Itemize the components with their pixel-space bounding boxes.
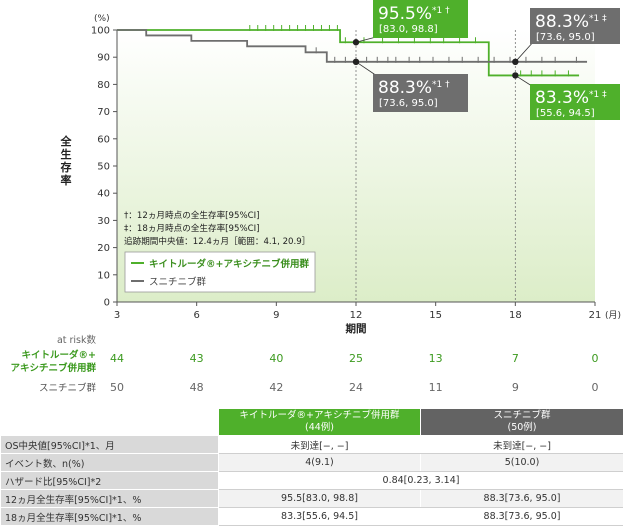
header-combo-n: (44例) bbox=[304, 422, 334, 433]
footnote: †：12ヵ月時点の全生存率[95%CI] bbox=[124, 209, 260, 221]
callout-dot bbox=[352, 58, 360, 66]
x-tick-label: 15 bbox=[429, 310, 442, 321]
table-row: OS中央値[95%CI]*1、月 未到達[−, −] 未到達[−, −] bbox=[0, 435, 623, 454]
header-sunitinib-name: スニチニブ群 bbox=[493, 410, 551, 421]
header-sunitinib-n: (50例) bbox=[507, 422, 537, 433]
y-tick-label: 100 bbox=[91, 26, 110, 37]
cell-sunitinib: 88.3[73.6, 95.0] bbox=[420, 507, 623, 526]
at-risk-value-sunitinib: 24 bbox=[349, 381, 363, 394]
at-risk-value-combo: 44 bbox=[110, 352, 124, 365]
cell-combo: 95.5[83.0, 98.8] bbox=[218, 489, 421, 508]
table-row: 18ヵ月全生存率[95%CI]*1、% 83.3[55.6, 94.5] 88.… bbox=[0, 507, 623, 526]
legend-label: キイトルーダ®+アキシチニブ併用群 bbox=[149, 258, 309, 270]
cell-sunitinib: 5(10.0) bbox=[420, 453, 623, 472]
callout-box bbox=[530, 84, 620, 120]
callout-ci: [73.6, 95.0] bbox=[379, 98, 438, 109]
at-risk-value-sunitinib: 0 bbox=[592, 381, 599, 394]
at-risk-value-combo: 0 bbox=[592, 352, 599, 365]
at-risk-value-sunitinib: 42 bbox=[269, 381, 283, 394]
callout-dot bbox=[512, 72, 519, 79]
y-tick-label: 0 bbox=[104, 298, 110, 309]
y-tick-label: 90 bbox=[97, 53, 110, 64]
series-line-1 bbox=[117, 29, 588, 63]
y-tick-label: 30 bbox=[97, 216, 110, 227]
at-risk-value-sunitinib: 50 bbox=[110, 381, 124, 394]
at-risk-label-combo-line1: キイトルーダ®+ bbox=[22, 349, 96, 361]
callout-value: 88.3%*1 ‡ bbox=[535, 12, 607, 32]
y-tick-label: 80 bbox=[97, 80, 110, 91]
cell-combo: 83.3[55.6, 94.5] bbox=[218, 507, 421, 526]
callout-dot bbox=[352, 39, 360, 46]
callout-dot bbox=[512, 58, 519, 66]
table-header-sunitinib: スニチニブ群 (50例) bbox=[420, 408, 623, 436]
y-tick-label: 60 bbox=[97, 134, 110, 145]
y-tick-label: 70 bbox=[97, 107, 110, 118]
callout-value: 95.5%*1 † bbox=[378, 4, 450, 24]
cell-sunitinib: 88.3[73.6, 95.0] bbox=[420, 489, 623, 508]
footnote: ‡：18ヵ月時点の全生存率[95%CI] bbox=[124, 222, 260, 234]
y-axis-title: 全生存率 bbox=[60, 134, 73, 187]
row-label: 18ヵ月全生存率[95%CI]*1、% bbox=[0, 507, 219, 526]
at-risk-value-sunitinib: 11 bbox=[429, 381, 443, 394]
table-corner bbox=[0, 408, 219, 436]
at-risk-title: at risk数 bbox=[57, 334, 97, 346]
results-table: キイトルーダ®+アキシチニブ併用群 (44例) スニチニブ群 (50例) OS中… bbox=[0, 408, 623, 526]
x-tick-label: 21 bbox=[589, 310, 602, 321]
footnote: 追跡期間中央値：12.4ヵ月［範囲：4.1, 20.9］ bbox=[124, 235, 310, 247]
callout-box bbox=[373, 0, 468, 38]
y-tick-label: 10 bbox=[97, 270, 110, 281]
table-row: イベント数、n(%) 4(9.1) 5(10.0) bbox=[0, 453, 623, 472]
x-tick-label: 3 bbox=[114, 310, 120, 321]
x-unit-label: (月) bbox=[605, 310, 621, 321]
y-tick-label: 50 bbox=[97, 162, 110, 173]
at-risk-value-sunitinib: 48 bbox=[190, 381, 204, 394]
callout-box bbox=[530, 8, 620, 44]
table-header-combo: キイトルーダ®+アキシチニブ併用群 (44例) bbox=[218, 408, 421, 436]
y-unit-label: (%) bbox=[94, 14, 110, 24]
cell-merged: 0.84[0.23, 3.14] bbox=[218, 471, 623, 490]
x-tick-label: 9 bbox=[273, 310, 279, 321]
x-tick-label: 18 bbox=[509, 310, 522, 321]
row-label: イベント数、n(%) bbox=[0, 453, 219, 472]
row-label: ハザード比[95%CI]*2 bbox=[0, 471, 219, 490]
callout-ci: [55.6, 94.5] bbox=[536, 108, 595, 119]
at-risk-value-combo: 7 bbox=[512, 352, 519, 365]
callout-value: 88.3%*1 † bbox=[378, 78, 450, 98]
table-row: 12ヵ月全生存率[95%CI]*1、% 95.5[83.0, 98.8] 88.… bbox=[0, 489, 623, 508]
x-axis-title: 期間 bbox=[346, 322, 367, 335]
callout-ci: [73.6, 95.0] bbox=[536, 32, 595, 43]
y-tick-label: 40 bbox=[97, 189, 110, 200]
legend-label: スニチニブ群 bbox=[149, 276, 207, 288]
at-risk-label-combo-line2: アキシチニブ併用群 bbox=[10, 362, 96, 374]
callout-ci: [83.0, 98.8] bbox=[379, 24, 438, 35]
row-label: 12ヵ月全生存率[95%CI]*1、% bbox=[0, 489, 219, 508]
cell-combo: 4(9.1) bbox=[218, 453, 421, 472]
cell-combo: 未到達[−, −] bbox=[218, 435, 421, 454]
y-tick-label: 20 bbox=[97, 243, 110, 254]
table-row: ハザード比[95%CI]*2 0.84[0.23, 3.14] bbox=[0, 471, 623, 490]
callout-value: 83.3%*1 ‡ bbox=[535, 88, 607, 108]
row-label: OS中央値[95%CI]*1、月 bbox=[0, 435, 219, 454]
at-risk-value-combo: 40 bbox=[269, 352, 283, 365]
at-risk-value-sunitinib: 9 bbox=[512, 381, 519, 394]
header-combo-name: キイトルーダ®+アキシチニブ併用群 bbox=[239, 410, 400, 421]
at-risk-value-combo: 43 bbox=[190, 352, 204, 365]
x-tick-label: 12 bbox=[350, 310, 363, 321]
cell-sunitinib: 未到達[−, −] bbox=[420, 435, 623, 454]
at-risk-label-sunitinib: スニチニブ群 bbox=[39, 382, 97, 394]
at-risk-value-combo: 25 bbox=[349, 352, 363, 365]
at-risk-value-combo: 13 bbox=[429, 352, 443, 365]
callout-box bbox=[373, 74, 468, 112]
legend-box bbox=[124, 251, 316, 293]
x-tick-label: 6 bbox=[193, 310, 199, 321]
